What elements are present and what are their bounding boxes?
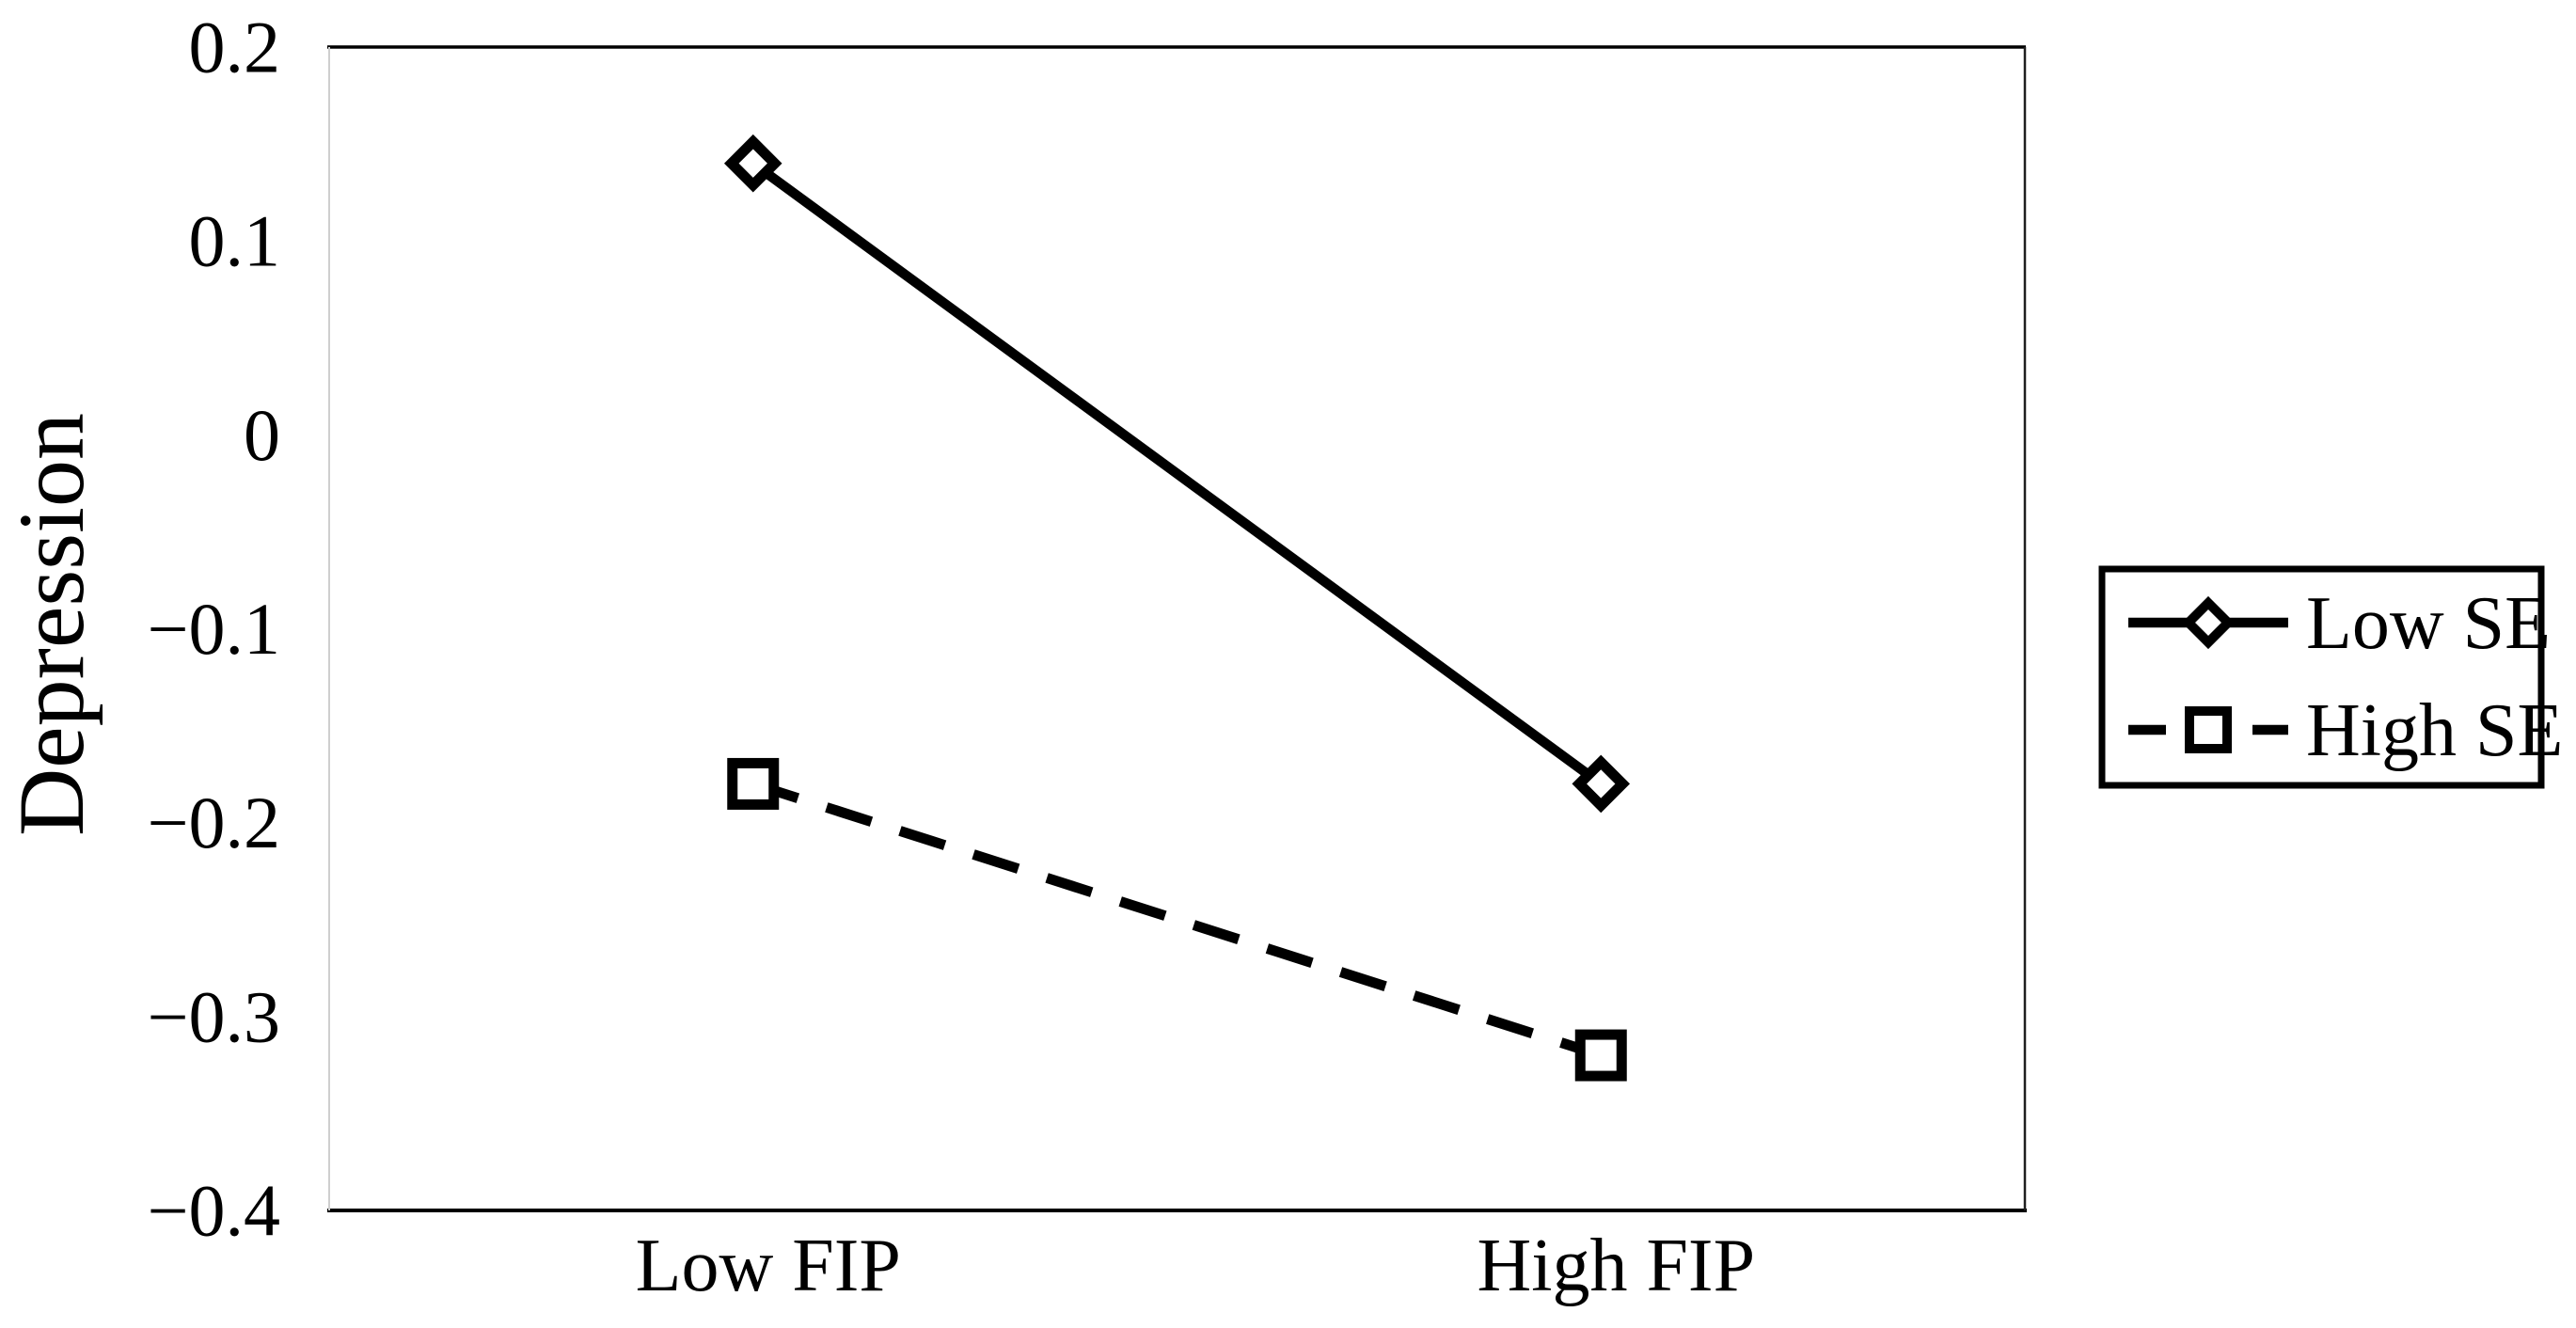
square-marker <box>727 757 780 810</box>
plot-area-borders <box>327 45 2027 1212</box>
y-tick-label: 0 <box>244 394 280 476</box>
x-axis-category-labels: Low FIP High FIP <box>636 1225 1755 1307</box>
y-tick-label: 0.2 <box>189 7 281 88</box>
y-axis-title: Depression <box>0 413 103 836</box>
series-high-se <box>727 757 1627 1082</box>
y-tick-label: −0.4 <box>148 1170 281 1252</box>
y-tick-label: −0.1 <box>148 588 281 670</box>
y-tick-label: −0.3 <box>148 975 281 1057</box>
legend-entry-high-se: High SE <box>2128 689 2563 772</box>
square-marker <box>1574 1029 1627 1082</box>
y-axis-tick-labels: 0.2 0.1 0 −0.1 −0.2 −0.3 −0.4 <box>148 7 281 1252</box>
x-category-label: Low FIP <box>636 1225 901 1307</box>
diamond-marker <box>723 134 782 193</box>
series-line-low-se <box>750 159 1604 788</box>
data-series <box>723 134 1631 1082</box>
y-tick-label: 0.1 <box>189 200 281 282</box>
legend-box <box>2098 565 2545 789</box>
legend-square-marker <box>2185 706 2232 753</box>
series-low-se <box>723 134 1631 814</box>
legend: Low SE High SE <box>2098 565 2563 789</box>
legend-label: High SE <box>2306 689 2563 772</box>
series-line-high-se <box>751 779 1603 1061</box>
diamond-marker <box>1572 754 1631 814</box>
legend-diamond-marker <box>2181 595 2236 650</box>
x-category-label: High FIP <box>1477 1225 1755 1307</box>
legend-label: Low SE <box>2306 582 2551 665</box>
y-tick-label: −0.2 <box>148 782 281 863</box>
legend-entry-low-se: Low SE <box>2128 582 2551 665</box>
